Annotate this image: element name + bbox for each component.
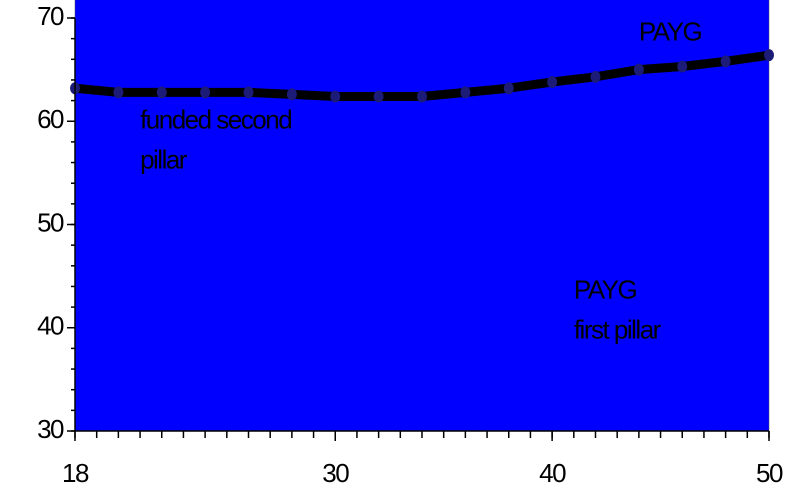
marker	[590, 70, 601, 83]
y-tick-label: 70	[37, 1, 64, 31]
marker	[764, 49, 774, 62]
annotation-line: PAYG	[574, 274, 637, 304]
marker	[417, 90, 427, 103]
annotation: funded second pillar	[140, 104, 291, 174]
annotation-line: pillar	[140, 144, 188, 174]
y-tick-label: 60	[37, 104, 64, 134]
marker	[460, 86, 471, 99]
marker	[156, 86, 167, 99]
y-tick-label: 50	[37, 207, 64, 237]
x-tick-label: 18	[62, 458, 89, 488]
y-tick-label: 30	[37, 414, 64, 444]
marker	[113, 86, 124, 99]
marker	[243, 86, 254, 99]
y-tick-label: 40	[37, 311, 64, 341]
marker	[373, 90, 384, 103]
marker	[547, 76, 558, 89]
marker	[200, 86, 211, 99]
marker	[633, 63, 644, 76]
annotation-line: funded second	[140, 104, 291, 134]
x-tick-label: 40	[539, 458, 566, 488]
marker	[286, 88, 297, 101]
marker	[503, 82, 514, 95]
marker	[720, 55, 731, 68]
annotation: PAYG first pillar	[574, 274, 662, 344]
x-tick-label: 30	[322, 458, 349, 488]
marker	[330, 90, 341, 103]
x-tick-label: 50	[756, 458, 783, 488]
marker	[677, 60, 688, 73]
annotation-line: first pillar	[574, 314, 662, 344]
annotation-line: PAYG	[639, 16, 702, 46]
annotation: PAYG	[639, 16, 702, 46]
